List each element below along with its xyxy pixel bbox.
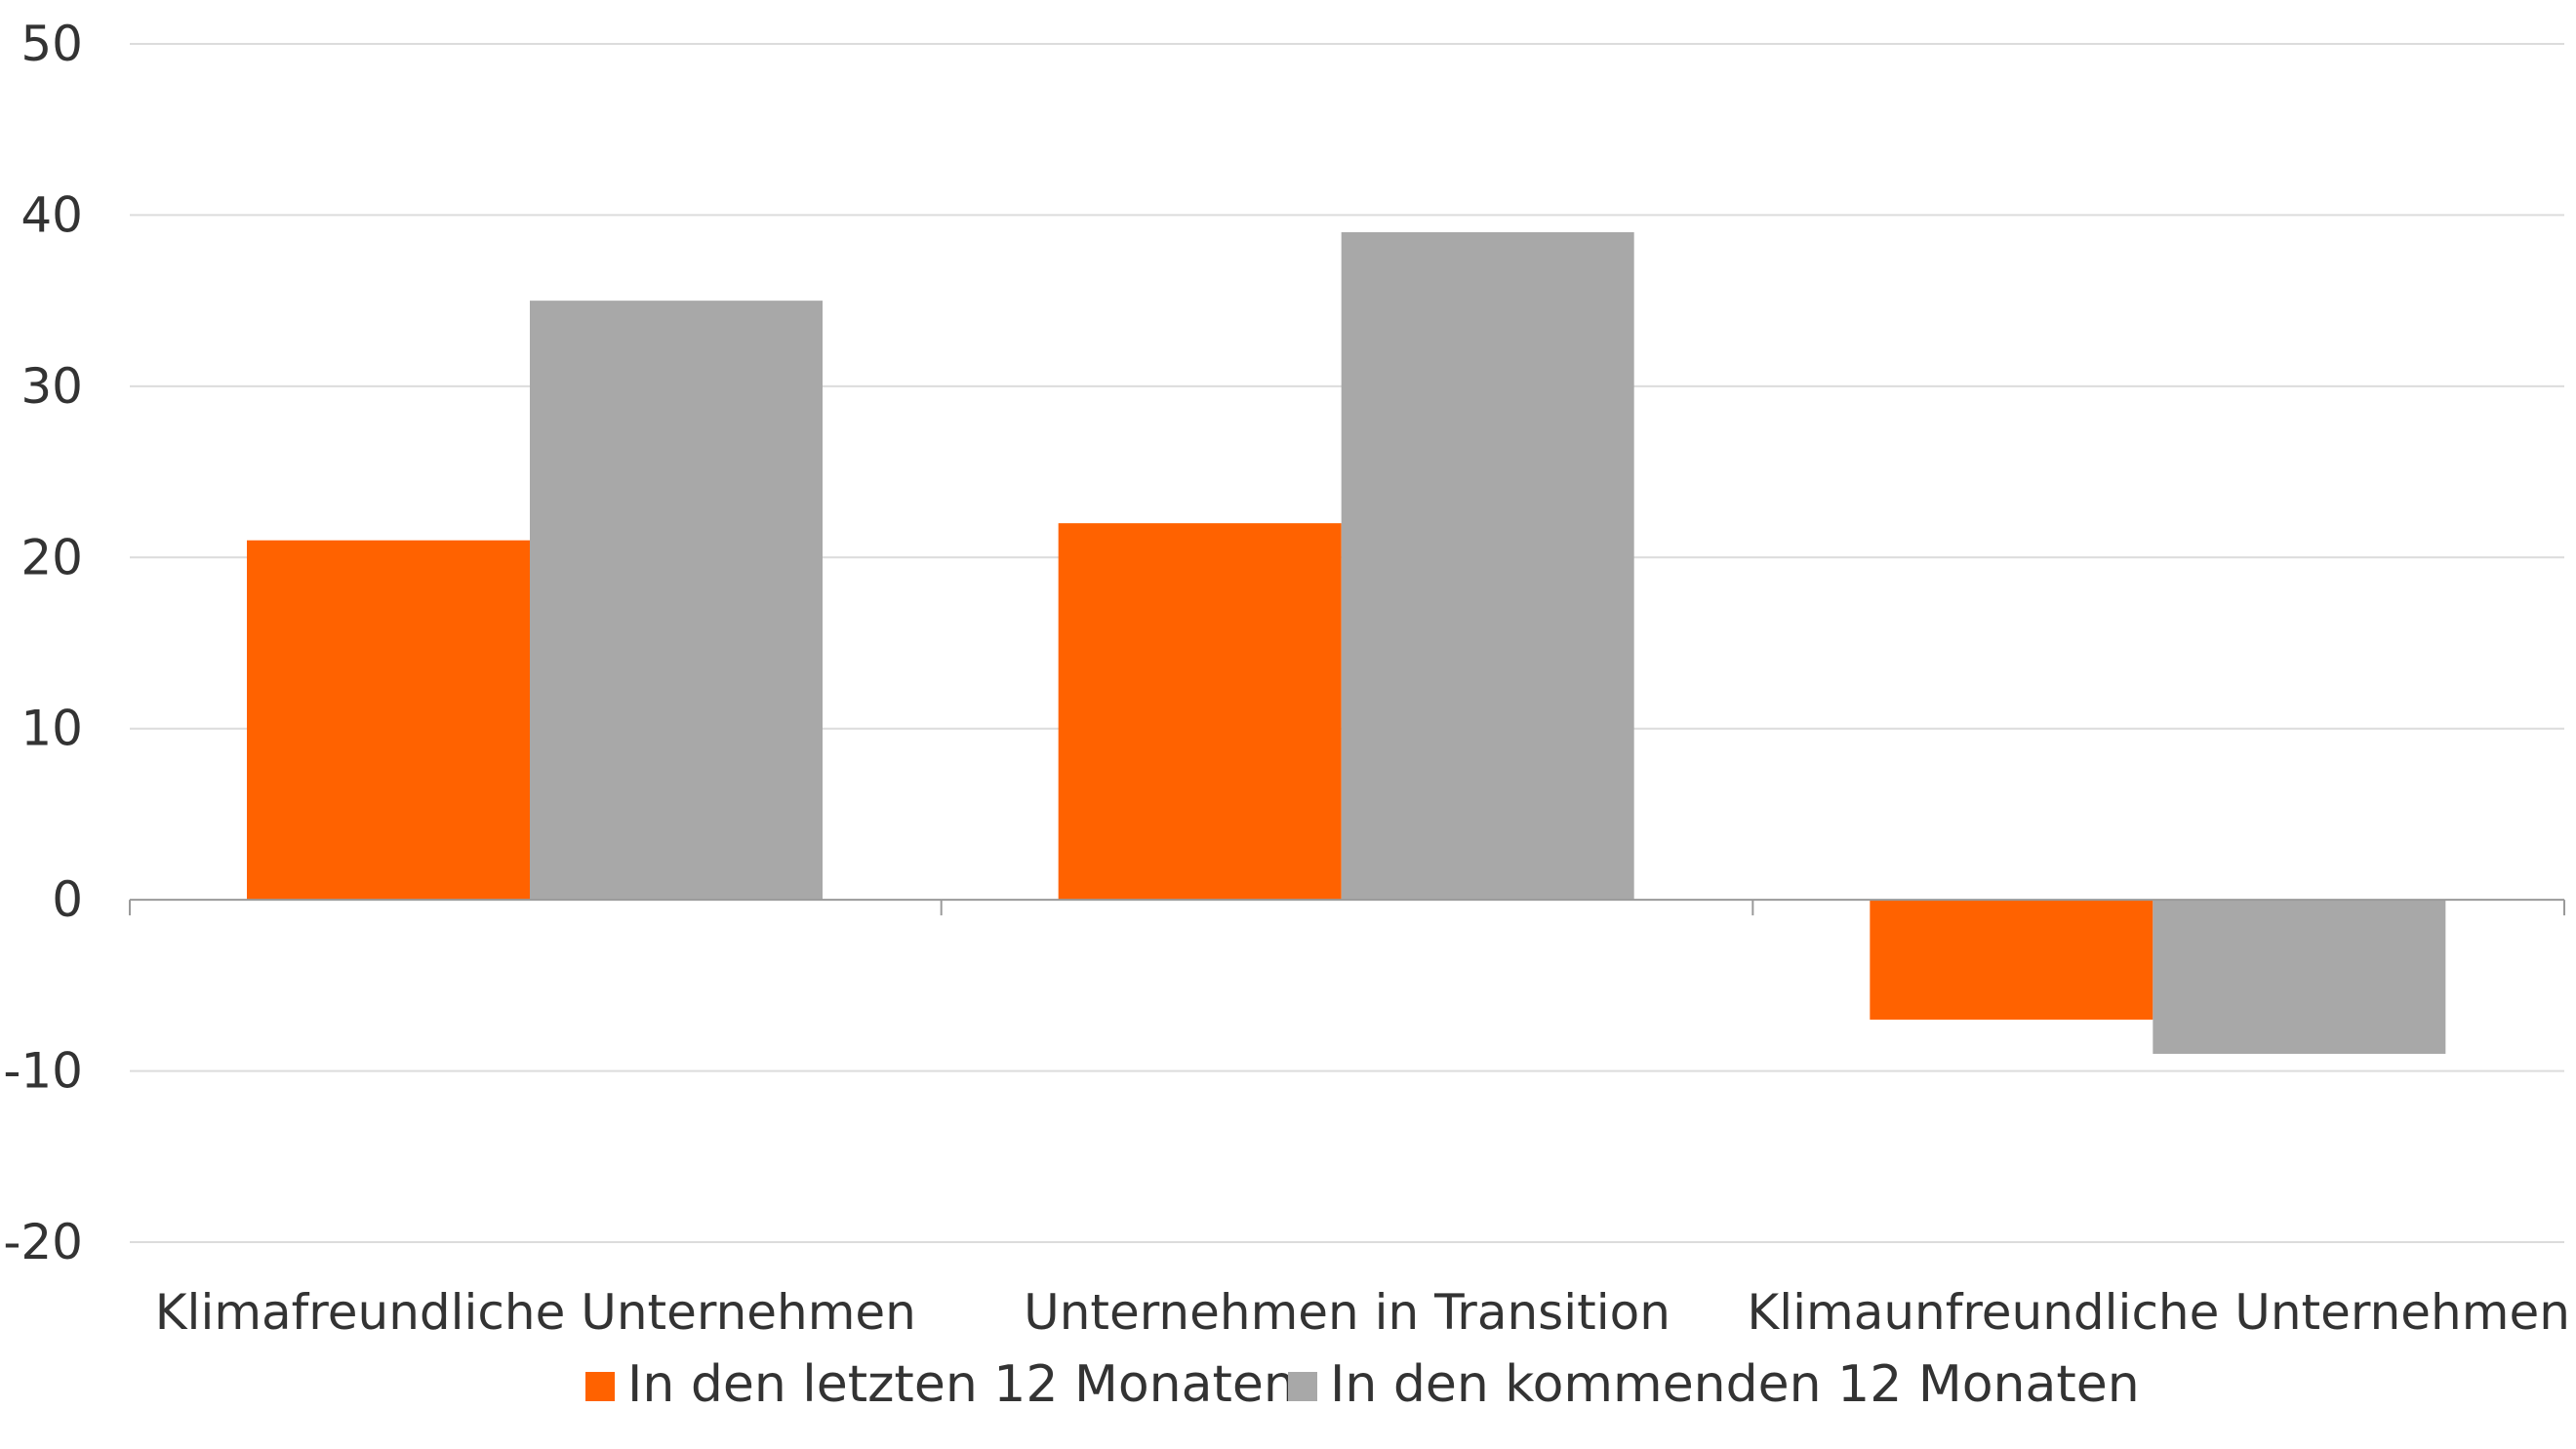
legend: In den letzten 12 Monaten In den kommende… xyxy=(585,1355,2140,1414)
y-tick-label: 0 xyxy=(52,871,83,928)
bar-series-2-1 xyxy=(530,301,823,901)
x-axis xyxy=(129,899,2565,916)
legend-label: In den kommenden 12 Monaten xyxy=(1330,1355,2140,1414)
y-tick-label: -10 xyxy=(3,1043,83,1100)
x-category-label: Unternehmen in Transition xyxy=(1024,1284,1670,1341)
category-labels: Klimafreundliche Unternehmen Unternehmen … xyxy=(155,1284,2570,1341)
legend-label: In den letzten 12 Monaten xyxy=(627,1355,1296,1414)
bar-series-1-3 xyxy=(1870,900,2153,1020)
legend-swatch xyxy=(1288,1372,1317,1401)
y-tick-label: 30 xyxy=(20,358,83,415)
bars xyxy=(247,231,2446,1055)
bar-series-2-3 xyxy=(2153,900,2446,1055)
y-tick-label: 50 xyxy=(20,16,83,72)
x-category-label: Klimaunfreundliche Unternehmen xyxy=(1747,1284,2569,1341)
x-category-label: Klimafreundliche Unternehmen xyxy=(155,1284,916,1341)
legend-swatch xyxy=(585,1372,615,1401)
y-tick-label: 20 xyxy=(20,529,83,585)
y-tick-label: 10 xyxy=(20,701,83,757)
bar-series-1-2 xyxy=(1058,523,1342,901)
y-tick-label: 40 xyxy=(20,186,83,243)
bar-series-2-2 xyxy=(1341,231,1634,901)
y-tick-label: -20 xyxy=(3,1214,83,1270)
bar-series-1-1 xyxy=(247,540,530,901)
y-axis-tick-labels: 50 40 30 20 10 0 -10 -20 xyxy=(3,16,83,1270)
